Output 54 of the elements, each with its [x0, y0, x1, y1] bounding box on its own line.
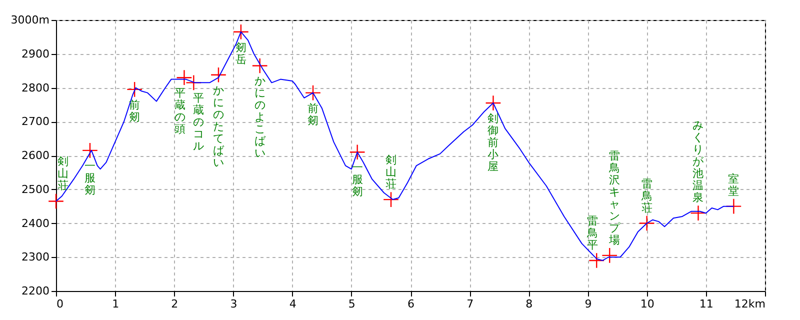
- annotation: 雷鳥平: [586, 214, 598, 252]
- y-tick-label: 2800: [22, 81, 50, 94]
- y-tick-label: 2400: [22, 216, 50, 230]
- y-tick-label: 2700: [22, 115, 50, 128]
- x-tick-label: 6: [408, 298, 414, 310]
- y-tick-label: 2500: [22, 182, 50, 196]
- annotation: 前剱: [308, 102, 319, 127]
- x-tick-label: 2: [171, 298, 178, 310]
- x-tick-label: 7: [466, 298, 474, 310]
- annotation: みくりが池温泉: [692, 119, 705, 204]
- y-tick-label: 2300: [22, 250, 50, 264]
- annotation: 雷鳥沢キャンプ場: [608, 149, 622, 246]
- x-tick-label: 1: [112, 298, 120, 310]
- y-tick-label: 2900: [22, 47, 50, 60]
- annotation: 平蔵の頭: [174, 86, 186, 136]
- point: [232, 24, 249, 40]
- annotation: 剣御前小屋: [488, 112, 499, 173]
- point: [349, 144, 366, 160]
- point: [126, 81, 143, 98]
- annotation: 室堂: [728, 172, 740, 198]
- x-tick-label: 8: [526, 298, 533, 310]
- point: [48, 193, 64, 210]
- point: [252, 58, 268, 74]
- x-tick-label: 0: [56, 298, 64, 310]
- x-tick-label: 5: [348, 298, 356, 310]
- x-tick-label: 12km: [734, 298, 766, 310]
- point: [726, 198, 742, 214]
- annotation: 剣山荘: [58, 155, 68, 192]
- annotation: 剣山荘: [386, 154, 397, 191]
- annotation: 一服剱: [84, 159, 96, 196]
- point: [304, 84, 322, 101]
- point: [602, 247, 618, 264]
- y-tick-label: 2200: [22, 284, 50, 298]
- annotation: 一服剱: [352, 161, 363, 198]
- annotation: 平蔵のコル: [193, 92, 204, 153]
- point: [210, 66, 226, 83]
- annotation: かにのよこばい: [254, 74, 266, 160]
- point: [690, 205, 706, 222]
- annotation: かにのたてばい: [212, 84, 225, 169]
- y-tick-label: 3000m: [10, 14, 50, 26]
- x-tick-label: 9: [584, 298, 592, 310]
- point: [382, 192, 400, 208]
- point: [638, 215, 655, 232]
- annotation: 雷鳥荘: [640, 177, 652, 214]
- x-tick-label: 4: [289, 298, 296, 310]
- x-tick-label: 10: [640, 298, 654, 310]
- y-tick-label: 2600: [22, 149, 50, 162]
- x-tick-label: 11: [699, 298, 714, 310]
- annotation: 前剱: [129, 98, 140, 124]
- annotation: 剱岳: [235, 40, 246, 66]
- point: [588, 252, 605, 269]
- x-tick-label: 3: [230, 298, 238, 310]
- point: [82, 142, 98, 158]
- point: [485, 94, 502, 112]
